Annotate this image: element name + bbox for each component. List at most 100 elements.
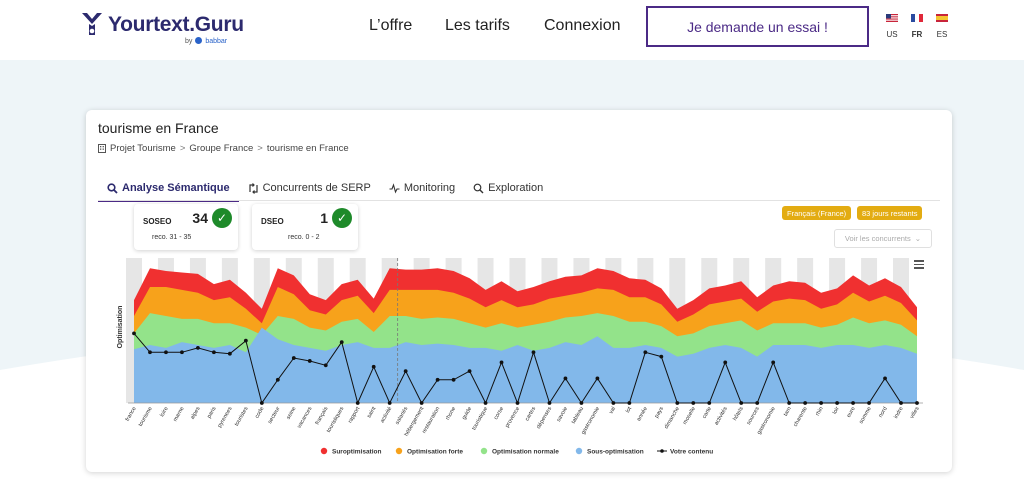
x-tick-label: rhone <box>445 406 457 421</box>
series-area-Sous-optimisation <box>134 327 917 403</box>
legend-label[interactable]: Optimisation forte <box>407 448 463 455</box>
content-point[interactable] <box>403 369 408 373</box>
x-tick-label: vacances <box>297 406 314 430</box>
content-point[interactable] <box>883 376 887 381</box>
x-tick-label: sources <box>746 406 761 426</box>
content-point[interactable] <box>323 363 328 368</box>
breadcrumb-separator: > <box>257 143 263 154</box>
breadcrumb-project[interactable]: Projet Tourisme <box>110 143 176 154</box>
content-point[interactable] <box>803 401 808 405</box>
lang-es[interactable]: ES <box>932 14 952 39</box>
content-point[interactable] <box>547 401 552 405</box>
nav-connexion[interactable]: Connexion <box>544 17 621 34</box>
lang-fr[interactable]: FR <box>907 14 927 39</box>
tab-analyse-semantique[interactable]: Analyse Sémantique <box>98 176 239 202</box>
legend-label[interactable]: Sous-optimisation <box>587 448 644 455</box>
nav-offre[interactable]: L’offre <box>369 17 413 34</box>
content-point[interactable] <box>723 360 728 365</box>
content-point[interactable] <box>419 401 424 405</box>
tab-exploration[interactable]: Exploration <box>464 176 552 200</box>
content-point[interactable] <box>148 350 152 355</box>
content-point[interactable] <box>467 369 472 373</box>
legend-label[interactable]: Suroptimisation <box>332 448 382 455</box>
legend-label[interactable]: Optimisation normale <box>492 448 559 455</box>
brand-logo[interactable]: Yourtext.Guru by babbar <box>80 11 244 47</box>
chevron-down-icon: ⌄ <box>914 234 922 243</box>
x-tick-label: tarn <box>783 406 793 417</box>
content-point[interactable] <box>675 401 680 405</box>
x-tick-label: tableau <box>571 406 585 425</box>
competitors-dropdown[interactable]: Voir les concurrents ⌄ <box>834 229 932 248</box>
content-point[interactable] <box>307 359 312 363</box>
legend-label[interactable]: Votre contenu <box>670 448 713 455</box>
content-point[interactable] <box>643 350 648 355</box>
content-point[interactable] <box>659 354 664 359</box>
content-point[interactable] <box>275 377 280 382</box>
x-tick-label: seine <box>286 406 298 421</box>
content-point[interactable] <box>531 350 536 355</box>
content-point[interactable] <box>579 401 584 405</box>
content-point[interactable] <box>132 331 136 336</box>
content-point[interactable] <box>196 346 200 350</box>
x-tick-label: carte <box>702 406 713 420</box>
x-tick-label: eure <box>846 406 857 419</box>
y-axis-label: Optimisation <box>117 306 124 349</box>
breadcrumb: Projet Tourisme > Groupe France > touris… <box>98 143 349 154</box>
tab-concurrents-serp[interactable]: Concurrents de SERP <box>239 176 380 200</box>
content-point[interactable] <box>611 401 616 405</box>
content-point[interactable] <box>180 350 184 355</box>
trial-button[interactable]: Je demande un essai ! <box>646 6 869 47</box>
content-point[interactable] <box>227 351 232 356</box>
content-point[interactable] <box>915 401 919 405</box>
content-point[interactable] <box>291 356 296 360</box>
tab-label: Monitoring <box>403 182 456 194</box>
x-tick-label: salariés <box>395 406 410 426</box>
nav-tarifs[interactable]: Les tarifs <box>445 17 510 34</box>
content-point[interactable] <box>707 401 712 405</box>
content-point[interactable] <box>243 338 248 343</box>
competitors-dropdown-label: Voir les concurrents <box>844 234 911 243</box>
content-point[interactable] <box>899 401 903 405</box>
content-point[interactable] <box>499 360 504 365</box>
content-point[interactable] <box>595 376 600 381</box>
content-point[interactable] <box>867 401 871 405</box>
language-badge: Français (France) <box>782 206 852 220</box>
x-tick-label: code <box>254 406 265 420</box>
content-point[interactable] <box>627 401 632 405</box>
site-header: Yourtext.Guru by babbar L’offre Les tari… <box>0 0 1024 60</box>
content-point[interactable] <box>835 401 840 405</box>
x-tick-label: rapport <box>347 406 361 425</box>
content-point[interactable] <box>739 401 744 405</box>
content-point[interactable] <box>851 401 855 405</box>
content-point[interactable] <box>563 376 568 381</box>
x-tick-label: val <box>608 406 617 415</box>
content-point[interactable] <box>771 360 776 365</box>
chart-menu-icon[interactable] <box>914 260 924 269</box>
content-point[interactable] <box>435 377 440 382</box>
content-point[interactable] <box>387 401 392 405</box>
content-point[interactable] <box>211 350 216 355</box>
content-point[interactable] <box>755 401 760 405</box>
brand-partner: babbar <box>205 38 228 45</box>
content-point[interactable] <box>691 401 696 405</box>
content-point[interactable] <box>515 401 520 405</box>
content-point[interactable] <box>371 364 376 369</box>
legend-swatch <box>575 447 583 455</box>
content-point[interactable] <box>355 401 360 405</box>
breadcrumb-group[interactable]: Groupe France <box>189 143 254 154</box>
pulse-icon <box>389 182 400 194</box>
content-point[interactable] <box>259 401 264 405</box>
content-point[interactable] <box>483 401 488 405</box>
x-tick-label: touristique <box>471 406 489 431</box>
x-tick-label: saint <box>366 406 377 420</box>
content-point[interactable] <box>164 350 168 355</box>
tab-label: Exploration <box>488 182 544 194</box>
tab-monitoring[interactable]: Monitoring <box>380 176 464 200</box>
soseo-score-card: SOSEO 34 ✓ reco. 31 - 35 <box>134 204 238 250</box>
lang-us[interactable]: US <box>882 14 902 39</box>
content-point[interactable] <box>819 401 824 405</box>
content-point[interactable] <box>787 401 792 405</box>
content-point[interactable] <box>339 340 344 344</box>
content-point[interactable] <box>451 377 456 382</box>
x-tick-label: activité <box>380 406 394 424</box>
